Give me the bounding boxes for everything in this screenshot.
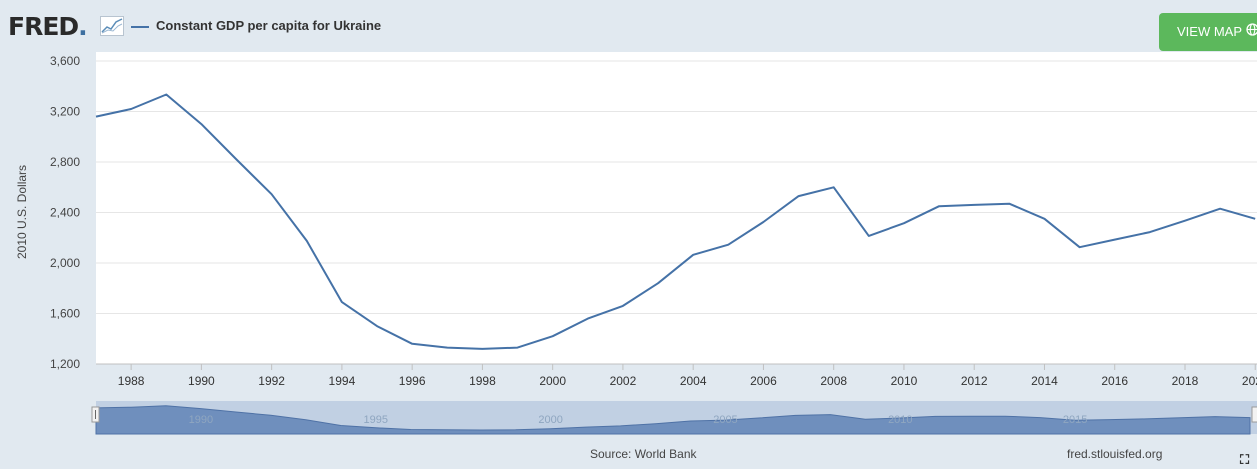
navigator-label: 1990 <box>189 414 213 426</box>
fred-logo-text: FRED <box>8 12 79 41</box>
view-map-button[interactable]: VIEW MAP <box>1159 13 1257 51</box>
x-tick-label: 2008 <box>820 374 847 388</box>
x-tick-label: 1992 <box>258 374 285 388</box>
globe-icon <box>1246 23 1257 36</box>
navigator-label: 1995 <box>364 414 388 426</box>
navigator-handle-icon[interactable] <box>91 406 100 423</box>
plot-background <box>96 52 1257 364</box>
x-tick-label: 1998 <box>469 374 496 388</box>
credit-link[interactable]: fred.stlouisfed.org <box>1067 447 1163 461</box>
y-axis-label: 2010 U.S. Dollars <box>15 165 29 259</box>
y-tick-label: 2,800 <box>50 155 80 169</box>
y-tick-label: 1,200 <box>50 357 80 371</box>
x-tick-label: 1994 <box>329 374 356 388</box>
y-tick-label: 2,400 <box>50 206 80 220</box>
x-tick-label: 2010 <box>891 374 918 388</box>
x-tick-label: 2006 <box>750 374 777 388</box>
y-axis-ticks: 1,200 1,600 2,000 2,400 2,800 3,200 3,600 <box>50 54 80 371</box>
x-tick-label: 2016 <box>1101 374 1128 388</box>
source-note: Source: World Bank <box>590 447 697 461</box>
fred-chart-icon <box>100 16 124 36</box>
x-tick-label: 2012 <box>961 374 988 388</box>
y-tick-label: 2,000 <box>50 256 80 270</box>
navigator-series-area <box>95 405 1251 435</box>
legend-series-title[interactable]: Constant GDP per capita for Ukraine <box>156 18 382 33</box>
x-tick-label: 1990 <box>188 374 215 388</box>
view-map-label: VIEW MAP <box>1177 24 1243 39</box>
x-tick-label: 2020 <box>1242 374 1257 388</box>
y-tick-label: 3,200 <box>50 105 80 119</box>
navigator-labels: 1990 1995 2000 2005 2010 2015 <box>189 414 1088 426</box>
y-tick-label: 3,600 <box>50 54 80 68</box>
series-layer <box>95 93 1256 350</box>
navigator[interactable]: 1990 1995 2000 2005 2010 2015 <box>91 401 1257 435</box>
navigator-label: 2010 <box>888 414 912 426</box>
navigator-label: 2000 <box>538 414 562 426</box>
navigator-label: 2005 <box>713 414 737 426</box>
navigator-label: 2015 <box>1063 414 1087 426</box>
legend-series-swatch <box>131 26 149 28</box>
fullscreen-icon[interactable]: ⛶ <box>1240 452 1250 467</box>
y-tick-label: 1,600 <box>50 307 80 321</box>
x-tick-label: 2018 <box>1172 374 1199 388</box>
x-tick-label: 2014 <box>1031 374 1058 388</box>
grid-lines <box>96 60 1257 365</box>
series-line[interactable] <box>95 93 1256 350</box>
x-tick-label: 2002 <box>610 374 637 388</box>
x-tick-label: 1996 <box>399 374 426 388</box>
x-tick-label: 2004 <box>680 374 707 388</box>
x-axis-ticks: 1988 1990 1992 1994 1996 1998 2000 2002 2004 2006… <box>96 363 1257 388</box>
fred-logo[interactable]: FRED. <box>8 12 88 41</box>
navigator-handle-right[interactable] <box>1251 406 1257 423</box>
x-tick-label: 2000 <box>539 374 566 388</box>
chart-header: FRED. Constant GDP per capita for Ukrain… <box>0 0 1257 52</box>
x-tick-label: 1988 <box>118 374 145 388</box>
